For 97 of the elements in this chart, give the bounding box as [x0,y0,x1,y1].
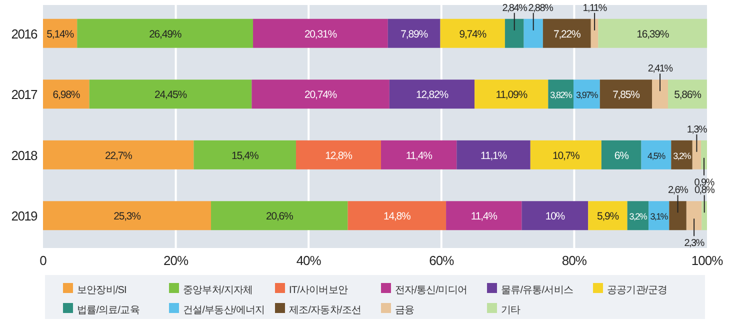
data-label: 1,11% [582,2,608,14]
data-label: 9,74% [459,28,486,40]
bar [686,201,702,230]
data-label: 2,41% [648,64,674,75]
y-tick-label: 2019 [11,208,38,224]
data-label: 6% [614,150,629,162]
data-label: 12,8% [325,150,352,162]
legend-label: 기타 [501,305,521,316]
bar [692,140,702,170]
x-tick-label: 60% [429,253,455,268]
bar [43,80,90,109]
bar [588,201,628,230]
data-label: 11,4% [406,150,432,162]
legend-label: 법률/의료/교육 [77,305,140,316]
data-label: 7,89% [400,28,428,40]
legend-label: 중앙부처/지자체 [183,285,253,296]
data-label: 5,9% [596,210,619,223]
data-label: 14,8% [384,210,411,223]
data-label: 5,14% [46,28,74,40]
data-label: 10% [545,210,565,223]
bar [652,80,668,109]
data-label: 4,5% [648,150,666,161]
legend-label: 전자/통신/미디어 [395,285,467,296]
data-label: 2,6% [668,185,688,196]
data-label: 26,49% [149,28,182,40]
bar [89,80,252,109]
legend-label: IT/사이버보안 [289,285,348,296]
data-label: 12,82% [416,89,448,102]
y-tick-label: 2016 [11,26,38,42]
bar [598,18,708,48]
bar [43,201,211,230]
bar [194,140,296,170]
data-label: 20,74% [304,89,337,102]
data-label: 3,97% [576,90,598,100]
data-label: 10,7% [552,150,580,162]
legend-label: 제조/자동차/조선 [289,305,361,316]
x-tick-label: 80% [562,253,588,268]
data-label: 15,4% [231,150,258,162]
data-label: 3,82% [550,90,572,100]
data-label: 2,84% [502,2,528,14]
x-tick-label: 0 [40,253,47,268]
data-label: 7,85% [612,89,640,102]
bar [702,201,707,230]
bar [210,201,348,230]
legend-label: 물류/유통/서비스 [501,285,574,296]
bar [380,140,457,170]
data-label: 3,2% [629,212,648,222]
data-label: 24,45% [154,89,187,102]
bar [388,18,440,48]
bar [522,201,588,230]
legend-label: 건설/부동산/에너지 [183,305,265,316]
x-tick-label: 20% [164,253,189,268]
x-tick-label: 100% [691,253,724,268]
bar [474,80,548,109]
data-label: 11,09% [496,89,528,102]
bar [252,80,390,109]
bar [524,18,543,48]
bar [669,201,686,230]
data-label: 20,31% [304,28,337,40]
bar [253,18,388,48]
data-label: 16,39% [636,28,669,40]
bar [440,18,505,48]
bar [504,18,524,48]
bar [600,80,652,109]
bar [43,140,194,170]
data-label: 20,6% [266,210,294,223]
bar [671,140,692,170]
bar [296,140,381,170]
data-label: 22,7% [104,150,132,162]
legend-label: 보안장비/SI [77,285,126,296]
bar [389,80,475,109]
bar [542,18,591,48]
x-tick-label: 40% [296,253,322,268]
y-tick-label: 2017 [11,87,38,102]
data-label: 7,22% [554,28,581,40]
data-label: 2,3% [684,238,705,250]
data-label: 2,88% [528,2,554,14]
bar [530,140,602,170]
bar [446,201,522,230]
legend-label: 금융 [395,305,415,316]
data-label: 11,1% [480,150,507,162]
bar [456,140,530,170]
data-label: 3,2% [673,150,692,161]
data-label: 5,86% [674,89,702,102]
bar [701,140,707,170]
data-label: 25,3% [114,210,141,223]
data-label: 3,1% [650,212,668,222]
legend-label: 공공기관/군경 [607,285,667,296]
bar [77,18,254,48]
y-tick-label: 2018 [11,148,38,163]
bar [348,201,446,230]
bar [590,18,598,48]
bar [641,140,672,170]
data-label: 6,98% [52,89,80,102]
data-label: 1,3% [686,124,708,136]
data-label: 11,4% [470,210,498,223]
bar [601,140,642,170]
